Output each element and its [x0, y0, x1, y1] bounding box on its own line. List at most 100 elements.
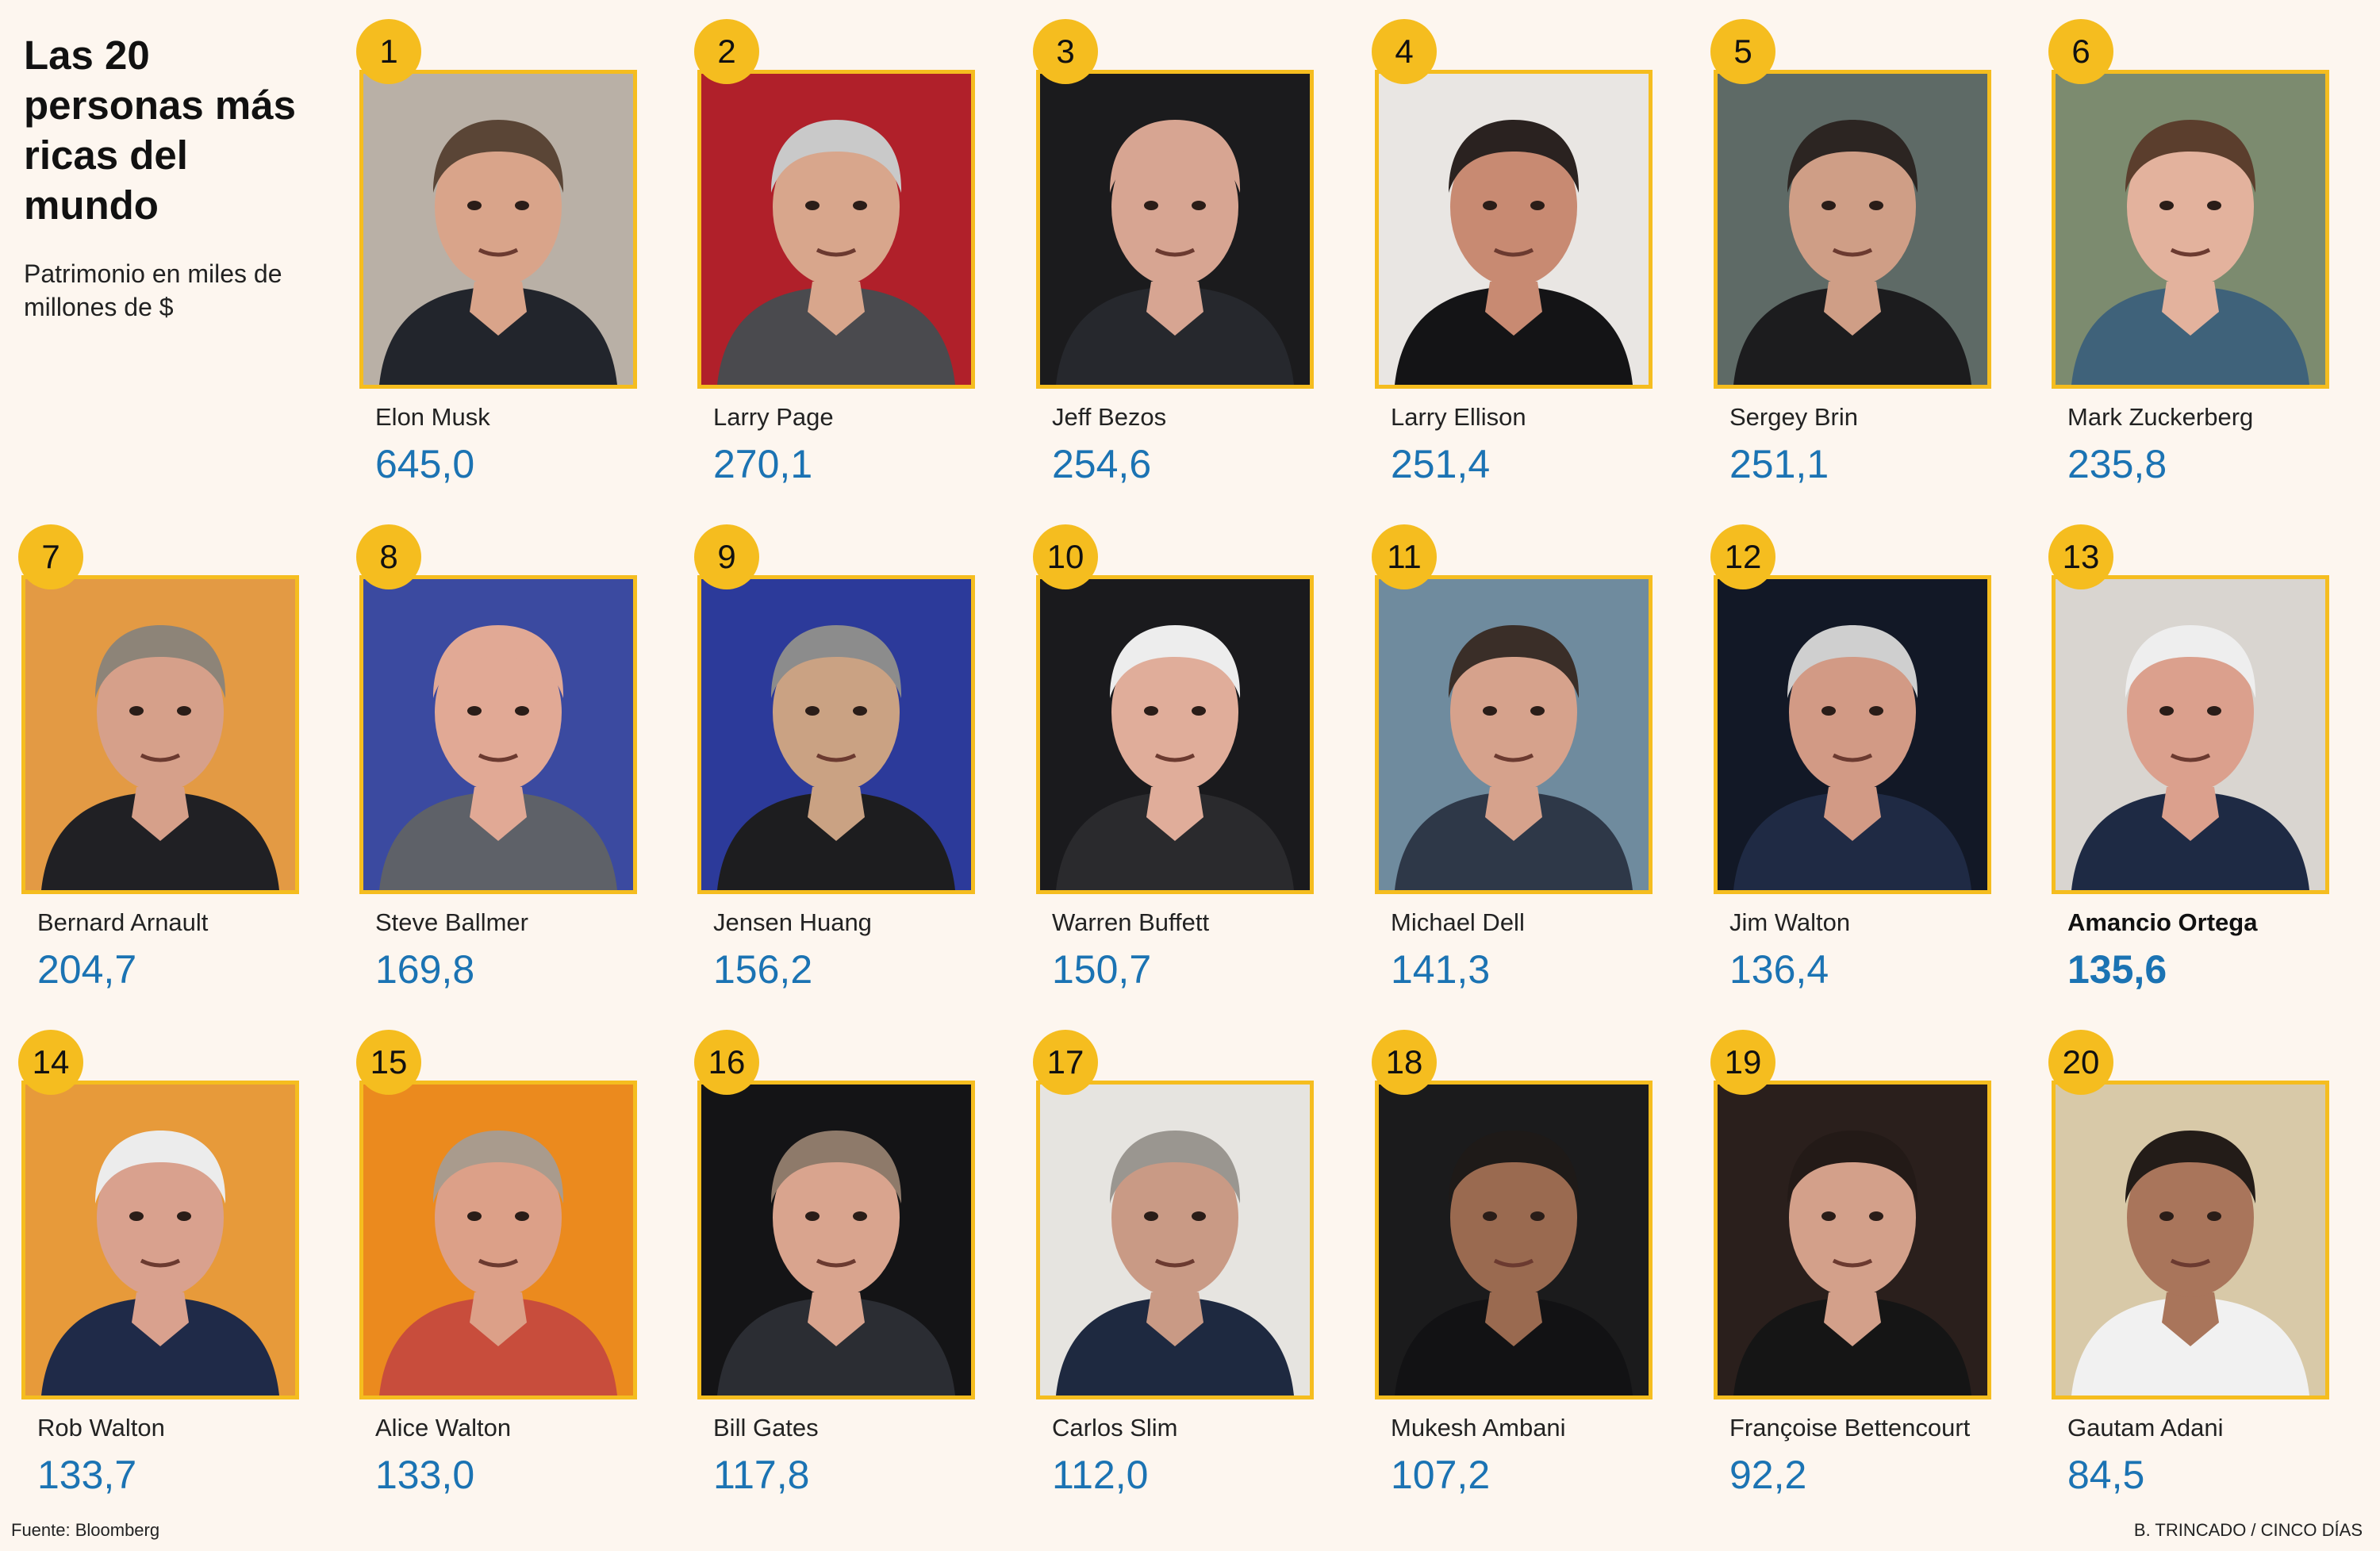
portrait-photo [1718, 579, 1987, 890]
source-note: Fuente: Bloomberg [11, 1520, 160, 1540]
person-card: 15 Alice Walton 133,0 [356, 1030, 637, 1497]
net-worth-value: 251,4 [1391, 442, 1491, 486]
person-name: Larry Ellison [1391, 403, 1526, 431]
person-name: Larry Page [713, 403, 834, 431]
portrait-frame [359, 575, 637, 894]
portrait-photo [1718, 1085, 1987, 1396]
portrait-frame [1714, 575, 1991, 894]
portrait-frame [21, 1081, 299, 1399]
person-name: Bill Gates [713, 1414, 819, 1442]
portrait-photo [701, 579, 971, 890]
net-worth-value: 84,5 [2067, 1453, 2145, 1497]
portrait-photo [1379, 1085, 1649, 1396]
rank-badge: 9 [694, 524, 759, 589]
rank-badge: 11 [1372, 524, 1437, 589]
person-card: 11 Michael Dell 141,3 [1372, 524, 1653, 992]
portrait-frame [1375, 1081, 1653, 1399]
person-card: 20 Gautam Adani 84,5 [2048, 1030, 2329, 1497]
person-card: 6 Mark Zuckerberg 235,8 [2048, 19, 2329, 486]
rank-badge: 20 [2048, 1030, 2113, 1095]
rank-badge: 7 [18, 524, 83, 589]
net-worth-value: 141,3 [1391, 947, 1491, 992]
portrait-frame [21, 575, 299, 894]
portrait-photo [1718, 74, 1987, 385]
portrait-photo [701, 1085, 971, 1396]
portrait-frame [697, 70, 975, 389]
person-name: Amancio Ortega [2067, 908, 2258, 936]
portrait-frame [2052, 575, 2329, 894]
person-name: Alice Walton [375, 1414, 512, 1442]
person-card: 16 Bill Gates 117,8 [694, 1030, 975, 1497]
portrait-photo [25, 579, 295, 890]
person-name: Jeff Bezos [1052, 403, 1167, 431]
rank-badge: 6 [2048, 19, 2113, 84]
person-card: 7 Bernard Arnault 204,7 [18, 524, 299, 992]
portrait-frame [1036, 1081, 1314, 1399]
portrait-photo [363, 1085, 633, 1396]
portrait-frame [2052, 1081, 2329, 1399]
person-card: 18 Mukesh Ambani 107,2 [1372, 1030, 1653, 1497]
rank-badge: 14 [18, 1030, 83, 1095]
net-worth-value: 133,0 [375, 1453, 475, 1497]
person-card: 9 Jensen Huang 156,2 [694, 524, 975, 992]
portrait-photo [2056, 579, 2325, 890]
person-name: Bernard Arnault [37, 908, 209, 936]
person-name: Gautam Adani [2067, 1414, 2224, 1442]
portrait-photo [1379, 74, 1649, 385]
rank-badge: 13 [2048, 524, 2113, 589]
person-name: Carlos Slim [1052, 1414, 1178, 1442]
rank-badge: 12 [1710, 524, 1775, 589]
net-worth-value: 112,0 [1052, 1453, 1149, 1497]
person-name: Michael Dell [1391, 908, 1525, 936]
person-card: 19 Françoise Bettencourt 92,2 [1710, 1030, 1991, 1497]
net-worth-value: 270,1 [713, 442, 813, 486]
portrait-frame [1036, 575, 1314, 894]
person-name: Rob Walton [37, 1414, 165, 1442]
person-card: 14 Rob Walton 133,7 [18, 1030, 299, 1497]
person-card: 17 Carlos Slim 112,0 [1033, 1030, 1314, 1497]
portrait-photo [363, 74, 633, 385]
portrait-photo [2056, 1085, 2325, 1396]
person-card: 5 Sergey Brin 251,1 [1710, 19, 1991, 486]
person-card: 4 Larry Ellison 251,4 [1372, 19, 1653, 486]
portrait-frame [697, 575, 975, 894]
rank-badge: 17 [1033, 1030, 1098, 1095]
page-subtitle: Patrimonio en miles de millones de $ [24, 259, 282, 321]
person-name: Jensen Huang [713, 908, 872, 936]
person-name: Sergey Brin [1729, 403, 1858, 431]
portrait-frame [1036, 70, 1314, 389]
portrait-frame [2052, 70, 2329, 389]
person-card: 2 Larry Page 270,1 [694, 19, 975, 486]
portrait-frame [1714, 1081, 1991, 1399]
portrait-photo [25, 1085, 295, 1396]
person-card: 8 Steve Ballmer 169,8 [356, 524, 637, 992]
rank-badge: 5 [1710, 19, 1775, 84]
portrait-photo [701, 74, 971, 385]
net-worth-value: 235,8 [2067, 442, 2167, 486]
person-name: Mark Zuckerberg [2067, 403, 2254, 431]
net-worth-value: 107,2 [1391, 1453, 1491, 1497]
person-card: 3 Jeff Bezos 254,6 [1033, 19, 1314, 486]
net-worth-value: 251,1 [1729, 442, 1829, 486]
rank-badge: 15 [356, 1030, 421, 1095]
portrait-frame [359, 70, 637, 389]
net-worth-value: 204,7 [37, 947, 137, 992]
rank-badge: 19 [1710, 1030, 1775, 1095]
portrait-frame [359, 1081, 637, 1399]
rank-badge: 3 [1033, 19, 1098, 84]
portrait-photo [1040, 1085, 1310, 1396]
person-name: Warren Buffett [1052, 908, 1210, 936]
rank-badge: 8 [356, 524, 421, 589]
net-worth-value: 156,2 [713, 947, 813, 992]
page-title: Las 20 personas más ricas del mundo [24, 33, 297, 228]
net-worth-value: 169,8 [375, 947, 475, 992]
rank-badge: 1 [356, 19, 421, 84]
person-card: 13 Amancio Ortega 135,6 [2048, 524, 2329, 992]
portrait-photo [1379, 579, 1649, 890]
person-card: 1 Elon Musk 645,0 [356, 19, 637, 486]
net-worth-value: 136,4 [1729, 947, 1829, 992]
rank-badge: 18 [1372, 1030, 1437, 1095]
portrait-photo [1040, 74, 1310, 385]
header: Las 20 personas más ricas del mundo Patr… [24, 30, 333, 324]
portrait-photo [363, 579, 633, 890]
